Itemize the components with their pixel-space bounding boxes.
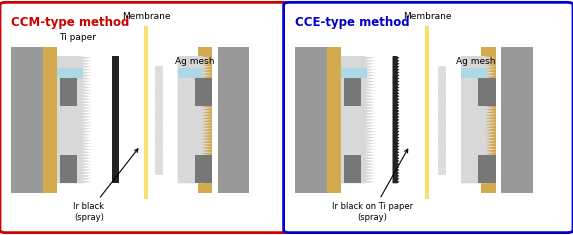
FancyBboxPatch shape bbox=[284, 2, 573, 233]
FancyBboxPatch shape bbox=[0, 2, 289, 233]
FancyBboxPatch shape bbox=[481, 47, 496, 193]
Bar bbox=[341, 56, 365, 183]
Polygon shape bbox=[341, 56, 375, 183]
Bar bbox=[178, 56, 202, 183]
FancyBboxPatch shape bbox=[60, 155, 77, 183]
FancyBboxPatch shape bbox=[478, 155, 496, 183]
Polygon shape bbox=[178, 56, 212, 183]
Polygon shape bbox=[393, 56, 399, 183]
Bar bbox=[57, 56, 81, 183]
Bar bbox=[155, 66, 162, 174]
Text: Ti paper: Ti paper bbox=[59, 33, 96, 42]
Text: CCE-type method: CCE-type method bbox=[295, 16, 410, 29]
FancyBboxPatch shape bbox=[344, 155, 361, 183]
Text: Membrane: Membrane bbox=[403, 12, 451, 21]
FancyBboxPatch shape bbox=[218, 47, 249, 193]
FancyBboxPatch shape bbox=[501, 47, 533, 193]
FancyBboxPatch shape bbox=[295, 47, 327, 193]
FancyBboxPatch shape bbox=[57, 68, 83, 78]
FancyBboxPatch shape bbox=[60, 78, 77, 106]
Polygon shape bbox=[461, 56, 496, 183]
FancyBboxPatch shape bbox=[11, 47, 43, 193]
FancyBboxPatch shape bbox=[178, 68, 203, 78]
Bar bbox=[438, 66, 445, 174]
FancyBboxPatch shape bbox=[461, 68, 487, 78]
Bar bbox=[393, 56, 397, 183]
Text: Membrane: Membrane bbox=[122, 12, 170, 21]
Text: CCM-type method: CCM-type method bbox=[11, 16, 130, 29]
FancyBboxPatch shape bbox=[341, 68, 367, 78]
FancyBboxPatch shape bbox=[112, 56, 119, 183]
FancyBboxPatch shape bbox=[195, 155, 212, 183]
FancyBboxPatch shape bbox=[478, 78, 496, 106]
FancyBboxPatch shape bbox=[327, 47, 341, 193]
FancyBboxPatch shape bbox=[43, 47, 57, 193]
Text: Ir black on Ti paper
(spray): Ir black on Ti paper (spray) bbox=[332, 149, 413, 222]
Text: Ag mesh: Ag mesh bbox=[175, 57, 214, 66]
FancyBboxPatch shape bbox=[344, 78, 361, 106]
Text: Ag mesh: Ag mesh bbox=[456, 57, 495, 66]
FancyBboxPatch shape bbox=[198, 47, 212, 193]
Text: Ir black
(spray): Ir black (spray) bbox=[73, 149, 138, 222]
Polygon shape bbox=[57, 56, 92, 183]
Bar bbox=[461, 56, 485, 183]
FancyBboxPatch shape bbox=[195, 78, 212, 106]
